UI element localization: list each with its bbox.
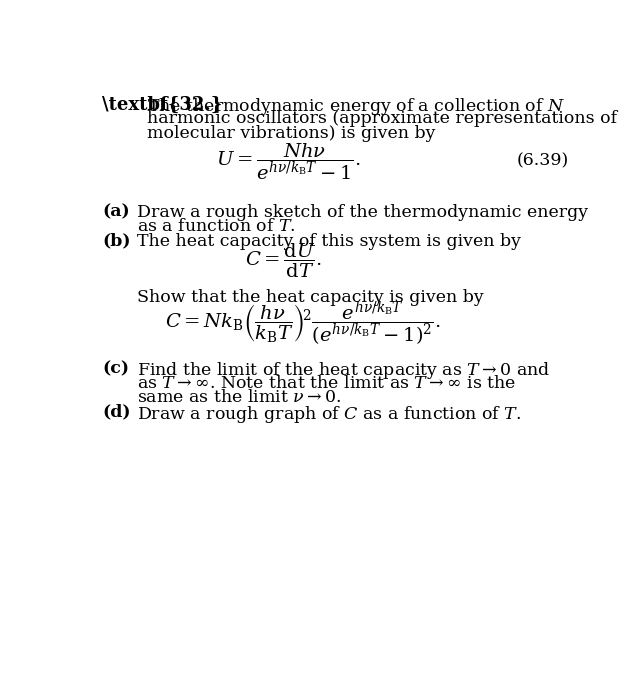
Text: The thermodynamic energy of a collection of $N$: The thermodynamic energy of a collection… <box>147 96 565 117</box>
Text: $C = \dfrac{\mathrm{d}U}{\mathrm{d}T}.$: $C = \dfrac{\mathrm{d}U}{\mathrm{d}T}.$ <box>245 241 321 280</box>
Text: (a): (a) <box>102 204 130 220</box>
Text: Show that the heat capacity is given by: Show that the heat capacity is given by <box>137 289 484 306</box>
Text: as $T \rightarrow \infty$. Note that the limit as $T \rightarrow \infty$ is the: as $T \rightarrow \infty$. Note that the… <box>137 374 516 391</box>
Text: The heat capacity of this system is given by: The heat capacity of this system is give… <box>137 233 521 250</box>
Text: Draw a rough sketch of the thermodynamic energy: Draw a rough sketch of the thermodynamic… <box>137 204 588 220</box>
Text: $U = \dfrac{Nh\nu}{e^{h\nu/k_{\mathrm{B}}T} - 1}.$: $U = \dfrac{Nh\nu}{e^{h\nu/k_{\mathrm{B}… <box>216 141 360 181</box>
Text: (6.39): (6.39) <box>516 153 569 169</box>
Text: harmonic oscillators (approximate representations of: harmonic oscillators (approximate repres… <box>147 111 617 127</box>
Text: \textbf{32.}: \textbf{32.} <box>102 96 223 114</box>
Text: molecular vibrations) is given by: molecular vibrations) is given by <box>147 125 435 142</box>
Text: $C = Nk_{\mathrm{B}} \left(\dfrac{h\nu}{k_{\mathrm{B}}T}\right)^{\!2} \dfrac{e^{: $C = Nk_{\mathrm{B}} \left(\dfrac{h\nu}{… <box>165 300 441 349</box>
Text: Draw a rough graph of $C$ as a function of $T$.: Draw a rough graph of $C$ as a function … <box>137 404 522 425</box>
Text: (b): (b) <box>102 233 131 250</box>
Text: Find the limit of the heat capacity as $T \rightarrow 0$ and: Find the limit of the heat capacity as $… <box>137 360 550 381</box>
Text: as a function of $T$.: as a function of $T$. <box>137 218 296 235</box>
Text: (d): (d) <box>102 404 131 421</box>
Text: same as the limit $\nu \rightarrow 0$.: same as the limit $\nu \rightarrow 0$. <box>137 389 342 406</box>
Text: (c): (c) <box>102 360 129 377</box>
